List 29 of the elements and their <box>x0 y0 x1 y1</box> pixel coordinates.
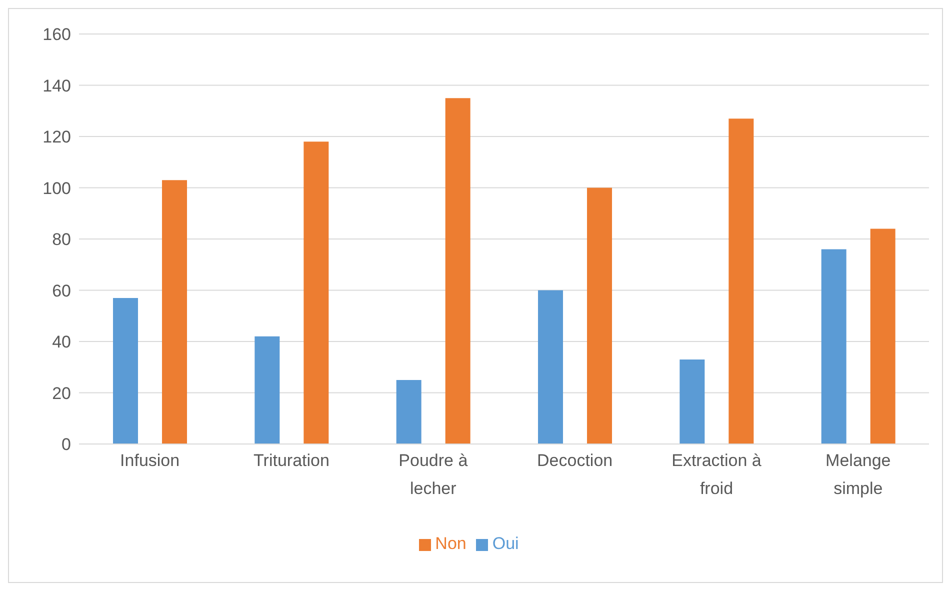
y-tick-label: 160 <box>42 25 71 44</box>
y-tick-label: 120 <box>42 128 71 147</box>
x-tick-label: Melange simple <box>826 451 891 498</box>
bar <box>396 380 422 444</box>
bar <box>304 142 329 444</box>
bar <box>680 359 705 444</box>
y-tick-label: 0 <box>62 435 71 454</box>
y-tick-label: 100 <box>42 178 71 198</box>
y-tick-label: 140 <box>42 76 71 96</box>
bar <box>587 188 612 444</box>
x-tick-label: Decoction <box>537 451 613 470</box>
bar <box>162 180 187 444</box>
x-tick-label: Infusion <box>120 451 180 470</box>
y-tick-label: 20 <box>52 384 71 403</box>
bar <box>821 249 846 444</box>
bar <box>445 98 470 444</box>
y-tick-label: 80 <box>52 230 71 250</box>
bar <box>538 290 563 444</box>
y-tick-label: 60 <box>52 281 71 300</box>
y-tick-label: 40 <box>52 332 71 352</box>
bar <box>254 336 280 444</box>
x-tick-label: Poudre à lecher <box>398 451 468 498</box>
bar <box>870 228 896 444</box>
legend-label: Non <box>435 534 466 553</box>
legend-label: Oui <box>492 534 519 553</box>
x-tick-label: Extraction à froid <box>672 451 762 498</box>
x-tick-label: Trituration <box>254 451 330 470</box>
bar <box>728 118 754 444</box>
bar <box>113 298 138 444</box>
